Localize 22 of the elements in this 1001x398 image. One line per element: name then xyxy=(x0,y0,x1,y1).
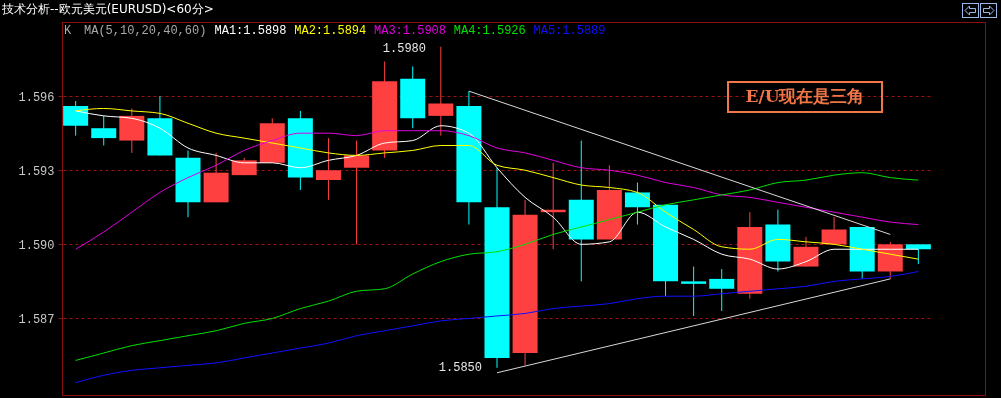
annotation: MA(5,10,20,40,60) xyxy=(84,24,207,38)
annotation: 1.5980 xyxy=(382,42,426,56)
candlestick xyxy=(344,140,370,245)
chart-title: 技术分析--欧元美元(EURUSD)<60分> xyxy=(1,1,214,16)
text: MA4:1.5926 xyxy=(453,24,526,38)
text: MA3:1.5908 xyxy=(374,24,447,38)
annotation: 1.5850 xyxy=(438,361,482,375)
annotation: K xyxy=(64,24,72,38)
line-series xyxy=(75,172,919,361)
line-series xyxy=(75,270,919,384)
line-series xyxy=(75,130,919,250)
text: MA5:1.5889 xyxy=(533,24,606,38)
y-tick-label: 1.587 xyxy=(18,312,55,327)
y-tick-label: 1.596 xyxy=(18,90,55,105)
annotation: E/U现在是三角 xyxy=(745,86,865,106)
candlestick xyxy=(681,266,707,317)
y-tick-label: 1.593 xyxy=(18,164,55,179)
text: MA1:1.5898 xyxy=(214,24,287,38)
y-tick-label: 1.590 xyxy=(18,238,55,253)
candlestick xyxy=(428,46,454,137)
text: MA2:1.5894 xyxy=(294,24,367,38)
candlestick xyxy=(315,137,341,201)
